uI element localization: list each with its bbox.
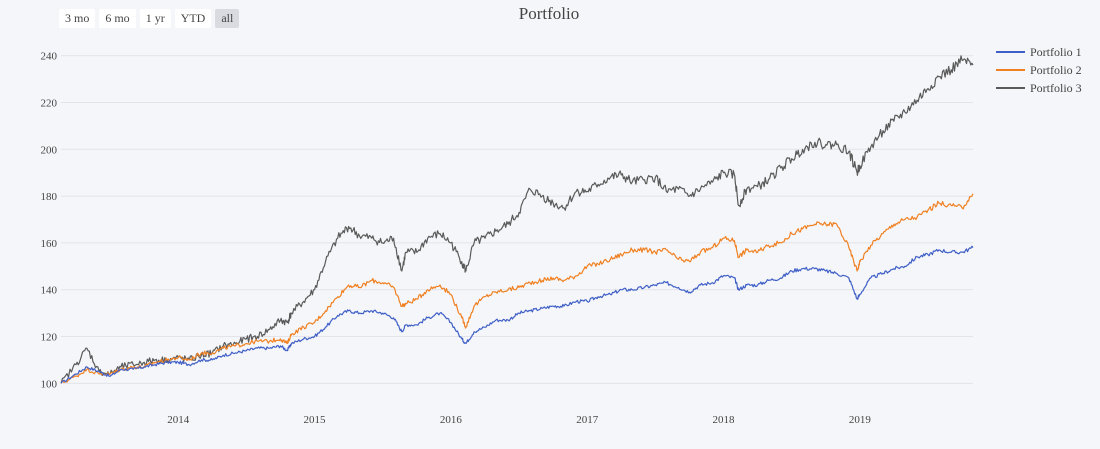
y-tick-label: 240 [41, 51, 58, 63]
legend-swatch-portfolio-3 [996, 87, 1025, 89]
series-line-portfolio-2 [60, 193, 974, 384]
y-tick-label: 140 [41, 285, 58, 297]
legend-swatch-portfolio-2 [996, 69, 1025, 71]
y-tick-label: 200 [41, 144, 58, 156]
grid-lines [61, 55, 973, 384]
y-tick-label: 160 [41, 238, 58, 250]
legend-label: Portfolio 2 [1030, 62, 1082, 77]
legend-item-portfolio-3[interactable]: Portfolio 3 [996, 79, 1082, 97]
legend: Portfolio 1 Portfolio 2 Portfolio 3 [996, 43, 1082, 97]
x-axis-ticks: 2014 2015 2016 2017 2018 2019 [167, 414, 871, 426]
series-lines [60, 55, 974, 384]
y-tick-label: 100 [41, 378, 58, 390]
range-button-6mo[interactable]: 6 mo [99, 9, 136, 28]
range-button-3mo[interactable]: 3 mo [59, 9, 96, 28]
x-tick-label: 2019 [849, 414, 872, 426]
range-button-all[interactable]: all [215, 9, 240, 28]
chart-title: Portfolio [519, 4, 579, 23]
y-tick-label: 120 [41, 332, 58, 344]
y-axis-ticks: 100 120 140 160 180 200 220 240 [41, 51, 58, 391]
x-tick-label: 2015 [304, 414, 327, 426]
series-line-portfolio-3 [60, 55, 974, 384]
range-selector: 3 mo 6 mo 1 yr YTD all [59, 9, 240, 28]
series-line-portfolio-1 [60, 245, 974, 384]
x-tick-label: 2014 [167, 414, 190, 426]
range-button-ytd[interactable]: YTD [174, 9, 212, 28]
legend-item-portfolio-2[interactable]: Portfolio 2 [996, 61, 1082, 79]
legend-swatch-portfolio-1 [996, 51, 1025, 53]
y-tick-label: 180 [41, 191, 58, 203]
x-tick-label: 2018 [713, 414, 736, 426]
legend-label: Portfolio 3 [1030, 80, 1082, 95]
legend-item-portfolio-1[interactable]: Portfolio 1 [996, 43, 1082, 61]
y-tick-label: 220 [41, 98, 58, 110]
x-tick-label: 2016 [440, 414, 463, 426]
x-tick-label: 2017 [576, 414, 599, 426]
range-button-1yr[interactable]: 1 yr [139, 9, 171, 28]
legend-label: Portfolio 1 [1030, 44, 1082, 59]
